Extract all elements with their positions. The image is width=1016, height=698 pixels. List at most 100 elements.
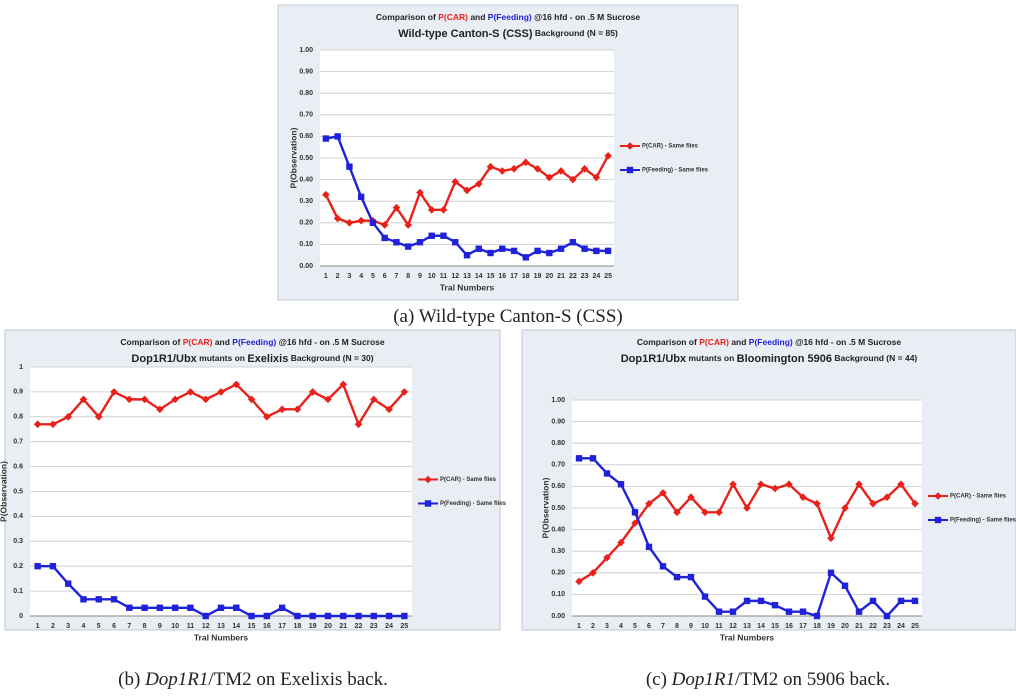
marker bbox=[440, 232, 447, 239]
x-tick-label: 16 bbox=[263, 623, 271, 630]
marker bbox=[645, 543, 653, 551]
marker bbox=[593, 247, 600, 255]
y-tick-label: 0.1 bbox=[13, 588, 23, 595]
x-tick-label: 12 bbox=[451, 273, 459, 280]
marker bbox=[126, 604, 133, 611]
marker bbox=[757, 480, 765, 489]
y-tick-label: 0.7 bbox=[13, 439, 23, 446]
caption-part: /TM2 on Exelixis back. bbox=[208, 669, 387, 690]
subtitle-part: Dop1R1/Ubx bbox=[621, 353, 687, 365]
title-part: P(CAR) bbox=[699, 337, 729, 347]
marker bbox=[140, 395, 149, 404]
x-tick-label: 3 bbox=[605, 623, 609, 630]
marker bbox=[626, 142, 634, 150]
legend-label: P(Feeding) - Same flies bbox=[642, 168, 709, 174]
marker bbox=[340, 612, 347, 620]
y-tick-label: 0.20 bbox=[551, 570, 565, 577]
title-part: Comparison of bbox=[376, 12, 438, 22]
marker bbox=[64, 413, 72, 421]
marker bbox=[186, 388, 195, 396]
title-part: P(CAR) bbox=[438, 12, 468, 22]
marker bbox=[346, 163, 353, 170]
marker bbox=[247, 395, 256, 404]
marker bbox=[911, 499, 919, 508]
marker bbox=[785, 608, 793, 615]
marker bbox=[125, 395, 134, 404]
x-tick-label: 10 bbox=[428, 273, 436, 280]
marker bbox=[659, 563, 667, 570]
x-tick-label: 12 bbox=[729, 623, 737, 630]
x-tick-label: 25 bbox=[604, 273, 612, 280]
legend-label: P(CAR) - Same flies bbox=[642, 144, 699, 150]
marker bbox=[487, 249, 494, 257]
x-tick-label: 21 bbox=[855, 623, 863, 630]
marker bbox=[510, 165, 518, 173]
x-tick-label: 4 bbox=[359, 273, 363, 280]
marker bbox=[897, 480, 905, 489]
y-tick-label: 0.60 bbox=[551, 483, 565, 490]
marker bbox=[545, 173, 554, 182]
y-tick-label: 0.90 bbox=[299, 68, 313, 75]
marker bbox=[80, 596, 87, 603]
caption-part: (a) Wild-type Canton-S (CSS) bbox=[393, 306, 623, 327]
x-tick-label: 13 bbox=[463, 273, 471, 280]
marker bbox=[715, 608, 723, 615]
x-tick-label: 1 bbox=[577, 623, 581, 630]
marker bbox=[34, 563, 41, 570]
marker bbox=[370, 395, 378, 404]
marker bbox=[799, 493, 807, 501]
y-tick-label: 0.9 bbox=[13, 389, 23, 396]
x-tick-label: 15 bbox=[248, 623, 256, 630]
marker bbox=[522, 158, 530, 167]
marker bbox=[428, 232, 435, 239]
marker bbox=[687, 573, 695, 581]
marker bbox=[278, 604, 286, 611]
marker bbox=[201, 395, 210, 404]
marker bbox=[604, 152, 612, 160]
marker bbox=[771, 484, 779, 493]
chart: Comparison of P(CAR) and P(Feeding) @16 … bbox=[277, 4, 739, 327]
subtitle-part: Bloomington 5906 bbox=[737, 353, 832, 365]
marker bbox=[569, 239, 577, 246]
x-tick-label: 8 bbox=[675, 623, 679, 630]
marker bbox=[687, 493, 695, 501]
x-tick-label: 5 bbox=[633, 623, 637, 630]
marker bbox=[581, 245, 588, 252]
marker bbox=[617, 481, 625, 488]
marker bbox=[369, 219, 377, 226]
marker bbox=[202, 612, 209, 620]
marker bbox=[156, 405, 164, 414]
marker bbox=[934, 516, 942, 524]
marker bbox=[534, 247, 541, 255]
marker bbox=[232, 380, 241, 389]
marker bbox=[522, 254, 529, 261]
marker bbox=[883, 493, 891, 501]
x-tick-label: 21 bbox=[339, 623, 347, 630]
marker bbox=[771, 602, 779, 609]
x-tick-label: 25 bbox=[911, 623, 919, 630]
marker bbox=[370, 612, 377, 620]
chart: Comparison of P(CAR) and P(Feeding) @16 … bbox=[521, 329, 1016, 690]
y-axis-label: P(Observation) bbox=[288, 127, 298, 188]
marker bbox=[401, 612, 408, 620]
y-tick-label: 0.3 bbox=[13, 538, 23, 545]
marker bbox=[217, 388, 225, 396]
marker bbox=[187, 604, 194, 611]
marker bbox=[404, 221, 412, 229]
x-tick-label: 2 bbox=[336, 273, 340, 280]
x-tick-label: 8 bbox=[406, 273, 410, 280]
y-tick-label: 0.80 bbox=[551, 440, 565, 447]
marker bbox=[355, 612, 362, 620]
marker bbox=[308, 388, 317, 396]
x-axis-label: Tral Numbers bbox=[440, 282, 495, 292]
marker bbox=[827, 569, 835, 576]
marker bbox=[49, 420, 57, 429]
marker bbox=[333, 214, 342, 223]
marker bbox=[345, 219, 354, 227]
y-tick-label: 0.30 bbox=[551, 548, 565, 555]
y-tick-label: 0.50 bbox=[299, 155, 313, 162]
title-part: P(Feeding) bbox=[749, 337, 793, 347]
y-tick-label: 0.00 bbox=[299, 263, 313, 270]
title-part: @16 hfd - on .5 M Sucrose bbox=[793, 337, 902, 347]
